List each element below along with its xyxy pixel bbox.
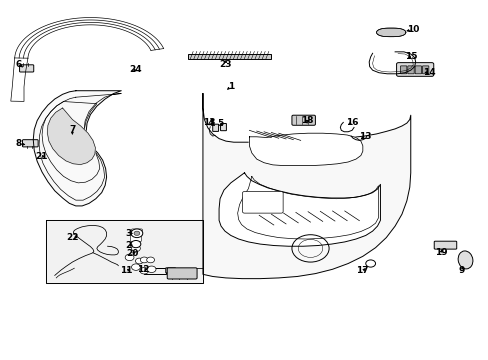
Text: 21: 21 [35,152,48,161]
FancyBboxPatch shape [130,235,141,242]
Circle shape [131,245,140,252]
Circle shape [125,254,134,261]
Text: 20: 20 [125,249,138,258]
Circle shape [131,240,141,248]
Circle shape [134,231,140,235]
Text: 23: 23 [219,60,232,69]
Text: 19: 19 [434,248,447,257]
Text: 22: 22 [66,233,79,242]
Text: 10: 10 [406,25,419,34]
Text: 24: 24 [129,65,142,74]
Text: 8: 8 [16,139,21,148]
Text: 4: 4 [207,118,214,127]
FancyBboxPatch shape [131,229,142,235]
Text: 2: 2 [125,241,131,250]
Text: 13: 13 [203,118,215,127]
Ellipse shape [457,251,472,269]
Text: 5: 5 [217,118,223,127]
Text: 17: 17 [356,266,368,275]
FancyBboxPatch shape [20,65,34,72]
FancyBboxPatch shape [66,130,78,136]
Circle shape [365,260,375,267]
Circle shape [135,258,143,264]
Circle shape [146,257,154,263]
FancyBboxPatch shape [396,63,433,76]
FancyBboxPatch shape [414,66,421,74]
FancyBboxPatch shape [433,241,456,249]
FancyBboxPatch shape [220,123,226,131]
FancyBboxPatch shape [167,268,197,279]
Text: 9: 9 [458,266,465,275]
Text: 7: 7 [69,125,76,134]
Text: 16: 16 [345,118,358,127]
Text: 18: 18 [300,116,313,125]
Circle shape [131,241,140,247]
FancyBboxPatch shape [242,192,283,213]
Circle shape [140,267,148,274]
Polygon shape [33,91,121,206]
Polygon shape [203,94,410,279]
Text: 15: 15 [405,52,417,61]
Polygon shape [249,133,362,166]
Text: 3: 3 [125,229,131,238]
FancyBboxPatch shape [422,66,428,74]
FancyBboxPatch shape [400,66,406,74]
FancyBboxPatch shape [291,115,315,125]
Polygon shape [46,220,203,283]
Circle shape [140,257,148,263]
Circle shape [131,264,140,270]
Text: 6: 6 [16,60,21,69]
FancyBboxPatch shape [188,54,271,59]
FancyBboxPatch shape [165,268,175,273]
Text: 12: 12 [136,265,149,274]
Polygon shape [47,108,95,165]
Circle shape [131,229,142,238]
Polygon shape [376,28,405,37]
FancyBboxPatch shape [407,66,413,74]
FancyBboxPatch shape [212,124,218,131]
Text: 14: 14 [422,68,435,77]
Text: 1: 1 [227,82,233,91]
Text: 11: 11 [120,266,132,275]
Circle shape [147,266,156,273]
FancyBboxPatch shape [22,140,38,147]
Text: 13: 13 [359,132,371,140]
Polygon shape [219,173,380,246]
